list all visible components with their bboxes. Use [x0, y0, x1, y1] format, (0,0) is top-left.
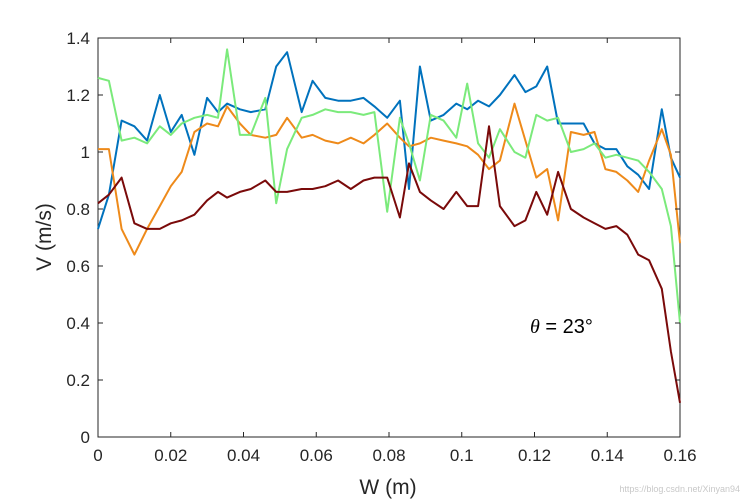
- y-tick-label: 0.8: [66, 200, 90, 219]
- watermark: https://blog.csdn.net/Xinyan94: [619, 484, 740, 494]
- series-line-blue: [97, 51, 681, 230]
- y-tick-label: 0.6: [66, 257, 90, 276]
- series-line-light-green: [97, 48, 681, 324]
- x-tick-label: 0.04: [227, 446, 260, 465]
- y-tick-label: 0.2: [66, 371, 90, 390]
- y-axis-ticks: 0 0.2 0.4 0.6 0.8 1 1.2 1.4: [66, 29, 680, 447]
- x-tick-label: 0.06: [300, 446, 333, 465]
- series-line-dark-red: [97, 125, 681, 403]
- plot-area: [97, 37, 681, 438]
- x-tick-label: 0.08: [372, 446, 405, 465]
- y-tick-label: 1.4: [66, 29, 90, 48]
- theta-annotation: θ = 23°: [530, 316, 593, 338]
- theta-symbol: θ: [530, 316, 540, 338]
- series-layer: [97, 48, 681, 403]
- x-tick-label: 0.12: [518, 446, 551, 465]
- theta-value: = 23°: [540, 316, 593, 338]
- x-axis-label: W (m): [359, 476, 416, 499]
- x-tick-label: 0.16: [663, 446, 696, 465]
- y-tick-label: 1.2: [66, 86, 90, 105]
- x-axis-ticks: 0 0.02 0.04 0.06 0.08 0.1 0.12 0.14 0.16: [93, 38, 697, 465]
- y-axis-label: V (m/s): [33, 203, 56, 271]
- y-tick-label: 0.4: [66, 314, 90, 333]
- plot-frame: [97, 37, 681, 438]
- x-tick-label: 0.1: [450, 446, 474, 465]
- y-tick-label: 0: [81, 428, 90, 447]
- y-tick-label: 1: [81, 143, 90, 162]
- x-tick-label: 0: [93, 446, 102, 465]
- x-tick-label: 0.02: [154, 446, 187, 465]
- x-tick-label: 0.14: [591, 446, 624, 465]
- series-line-orange: [98, 102, 681, 256]
